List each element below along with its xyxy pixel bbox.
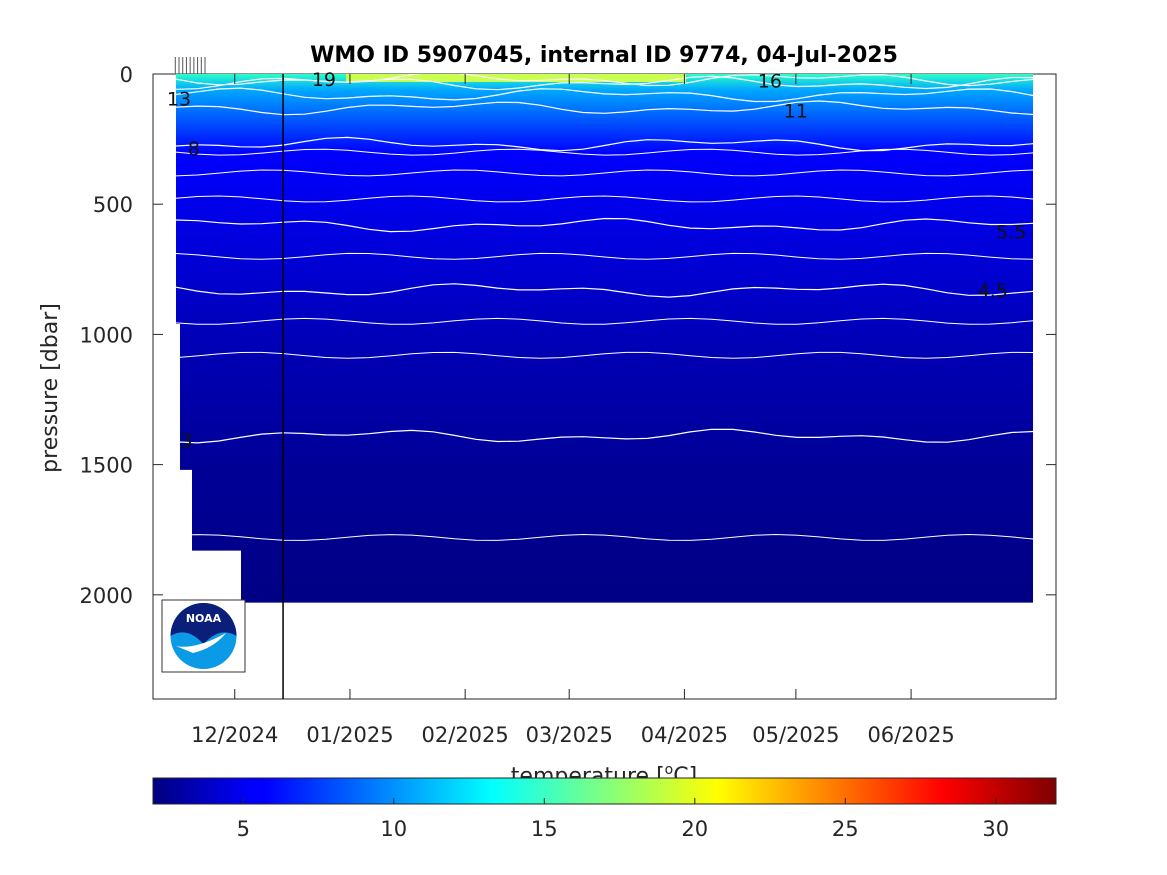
colorbar (152, 777, 1057, 805)
x-tick-label: 12/2024 (191, 723, 278, 747)
contour-line (175, 252, 1034, 260)
contour-lines (175, 74, 1034, 541)
colorbar-tick-label: 5 (237, 817, 250, 841)
contour-line (175, 148, 1034, 156)
contour-label-19: 19 (312, 69, 336, 91)
y-tick-label: 2000 (80, 584, 133, 608)
chart-title: WMO ID 5907045, internal ID 9774, 04-Jul… (310, 43, 898, 68)
contour-label-11: 11 (784, 100, 808, 122)
x-tick-label: 06/2025 (867, 723, 954, 747)
contour-line (175, 195, 1034, 203)
contour-11 (175, 100, 1034, 116)
temperature-fill (176, 74, 1033, 603)
colorbar-ticks: 5 10 15 20 25 30 (237, 798, 1009, 841)
contour-5.5 (175, 217, 1034, 233)
x-tick-label: 01/2025 (306, 723, 393, 747)
profile-ticks (174, 57, 206, 74)
colorbar-tick-label: 30 (982, 817, 1009, 841)
colorbar-tick-label: 20 (681, 817, 708, 841)
x-axis-ticks: 12/2024 01/2025 02/2025 03/2025 04/2025 05/20… (191, 74, 955, 747)
colorbar-tick-label: 25 (832, 817, 859, 841)
x-tick-label: 02/2025 (422, 723, 509, 747)
contour-line (175, 169, 1034, 177)
x-tick-label: 03/2025 (526, 723, 613, 747)
contour-13 (175, 87, 1034, 103)
y-axis-ticks: 0 500 1000 1500 2000 (80, 63, 1056, 608)
contour-label-16: 16 (758, 71, 782, 93)
colorbar-tick-label: 15 (531, 817, 558, 841)
contour-4.5 (175, 283, 1034, 298)
contour-label-3: 3 (180, 430, 192, 452)
y-tick-label: 0 (120, 63, 133, 87)
contour-line (175, 317, 1034, 325)
contour-label-4.5: 4.5 (978, 280, 1008, 302)
colorbar-tick-label: 10 (380, 817, 407, 841)
contour-label-8: 8 (188, 138, 200, 160)
temperature-field (176, 74, 1033, 603)
y-tick-label: 1000 (80, 323, 133, 347)
noaa-logo-text: NOAA (186, 612, 222, 625)
contour-line (175, 351, 1034, 359)
contour-label-5.5: 5.5 (996, 222, 1026, 244)
contour-3 (175, 428, 1034, 444)
warm-surface-band (346, 74, 686, 82)
contour-line (175, 533, 1034, 541)
y-tick-label: 1500 (80, 454, 133, 478)
contour-labels: 19 16 13 11 8 5.5 4.5 3 (167, 69, 1027, 452)
x-tick-label: 05/2025 (752, 723, 839, 747)
y-axis-label: pressure [dbar] (38, 303, 63, 473)
y-tick-label: 500 (93, 193, 133, 217)
noaa-logo-icon: NOAA (161, 599, 246, 673)
x-tick-label: 04/2025 (641, 723, 728, 747)
contour-16 (175, 75, 1034, 91)
contour-label-13: 13 (167, 89, 191, 111)
